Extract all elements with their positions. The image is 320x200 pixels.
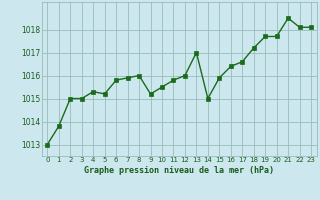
X-axis label: Graphe pression niveau de la mer (hPa): Graphe pression niveau de la mer (hPa) bbox=[84, 166, 274, 175]
